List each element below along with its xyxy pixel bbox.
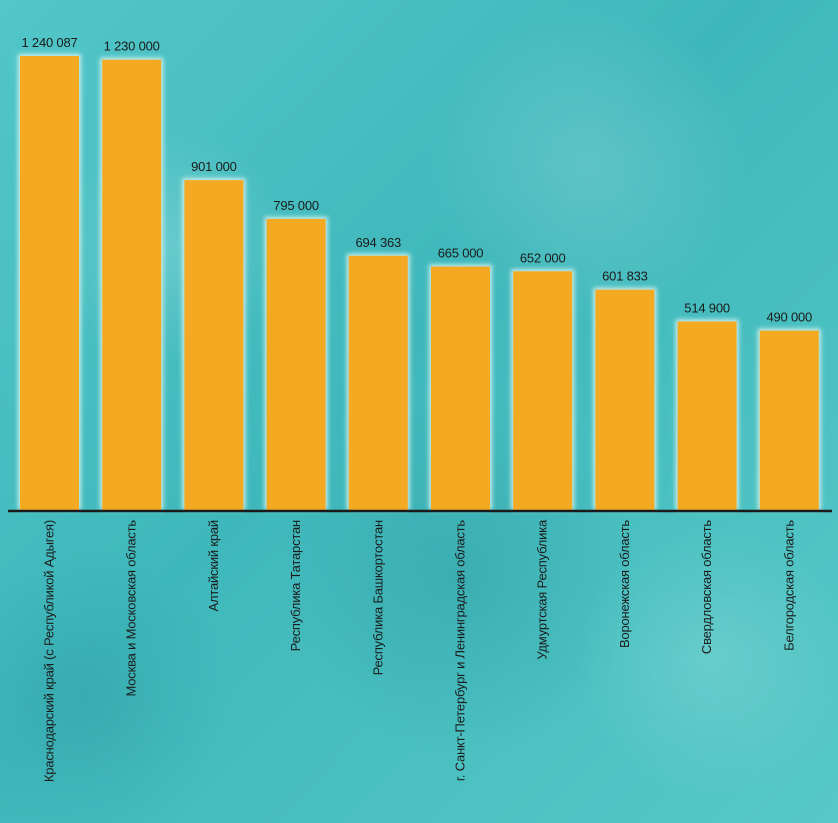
bar-value-label: 601 833 [602, 269, 648, 284]
bar-value-label: 490 000 [767, 310, 813, 325]
category-label: Удмуртская Республика [535, 519, 550, 660]
bar [184, 180, 244, 511]
bar-value-label: 652 000 [520, 250, 566, 265]
category-label: Алтайский край [206, 520, 221, 612]
bar [266, 218, 326, 510]
bar-value-label: 665 000 [438, 246, 484, 261]
category-label: Белгородская область [781, 520, 796, 651]
category-labels-layer: Краснодарский край (с Республикой Адыгея… [42, 519, 797, 782]
category-label: Республика Татарстан [288, 520, 303, 651]
bar [513, 271, 573, 510]
bar-value-label: 901 000 [191, 159, 237, 174]
category-label: г. Санкт-Петербург и Ленинградская облас… [453, 520, 468, 782]
bar [677, 321, 737, 510]
category-label: Краснодарский край (с Республикой Адыгея… [42, 520, 57, 782]
category-label: Москва и Московская область [124, 520, 139, 697]
bar [20, 56, 79, 510]
category-label: Воронежская область [617, 520, 632, 648]
bar-value-label: 514 900 [684, 300, 730, 315]
bar [431, 266, 490, 510]
value-labels-layer: 1 240 087 1 230 000 901 000 795 000 694 363 6… [21, 35, 812, 325]
bar [759, 330, 819, 510]
bar-value-label: 1 230 000 [104, 39, 160, 54]
bar-value-label: 1 240 087 [21, 35, 77, 50]
bar-value-label: 795 000 [273, 198, 319, 213]
bar [102, 59, 162, 511]
bar [595, 289, 655, 510]
bars-layer [20, 56, 819, 511]
bar [348, 255, 408, 510]
category-label: Свердловская область [699, 520, 714, 655]
category-label: Республика Башкортостан [370, 520, 385, 675]
bar-value-label: 694 363 [356, 235, 402, 250]
